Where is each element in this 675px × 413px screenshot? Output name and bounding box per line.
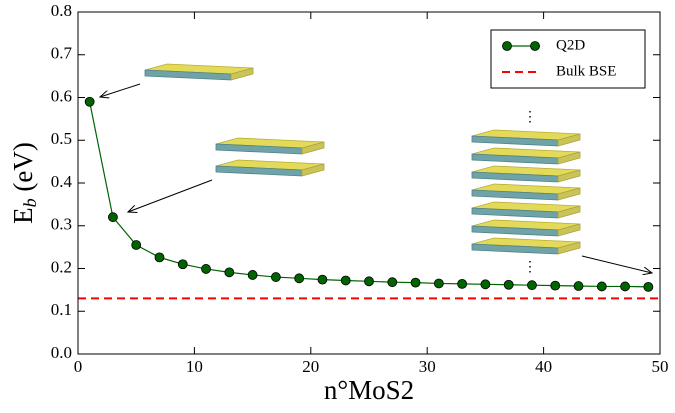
data-point — [108, 212, 118, 223]
annotation-arrow — [581, 255, 652, 273]
data-point — [527, 280, 537, 291]
data-point — [620, 281, 630, 292]
x-tick-label: 0 — [74, 357, 83, 376]
annotation-arrow — [100, 83, 141, 97]
data-point — [387, 277, 398, 288]
data-point — [84, 96, 95, 107]
y-label-sub: b — [20, 198, 40, 207]
x-tick-label: 20 — [302, 357, 319, 376]
data-point — [131, 240, 142, 250]
data-point — [643, 281, 654, 292]
data-point — [480, 279, 491, 290]
data-point — [410, 277, 421, 288]
y-tick-label: 0.8 — [51, 1, 72, 20]
data-point — [340, 275, 351, 286]
y-label-unit: (eV) — [8, 142, 38, 198]
data-point — [224, 267, 235, 278]
monolayer-illustration — [144, 63, 254, 81]
x-tick-label: 10 — [186, 357, 203, 376]
data-point — [457, 278, 468, 289]
y-tick-label: 0.2 — [51, 257, 72, 276]
data-point — [364, 276, 374, 287]
data-point — [247, 270, 258, 280]
y-tick-label: 0.4 — [51, 172, 73, 191]
legend: Q2D Bulk BSE — [490, 29, 646, 89]
y-tick-label: 0.0 — [51, 343, 72, 362]
data-point — [294, 273, 305, 284]
data-point — [270, 272, 281, 282]
x-tick-label: 30 — [419, 357, 436, 376]
y-tick-label: 0.7 — [51, 44, 73, 63]
bilayer-illustration — [215, 137, 325, 177]
data-point — [154, 252, 165, 263]
svg-text:⋮: ⋮ — [523, 110, 537, 125]
x-axis-label: n°MoS2 — [324, 375, 414, 405]
y-tick-label: 0.1 — [51, 300, 72, 319]
data-point — [433, 278, 444, 289]
data-point — [596, 281, 607, 292]
data-point — [317, 274, 328, 285]
legend-label: Bulk BSE — [556, 63, 616, 79]
annotation-arrow — [128, 179, 213, 212]
data-point — [201, 264, 211, 274]
x-tick-label: 40 — [535, 357, 552, 376]
data-point — [503, 279, 514, 290]
svg-text:⋮: ⋮ — [523, 260, 537, 275]
plot-frame — [77, 11, 661, 355]
y-tick-label: 0.5 — [51, 129, 72, 148]
data-point — [177, 259, 188, 270]
y-tick-label: 0.3 — [51, 215, 72, 234]
multilayer-illustration: ⋮ ⋮ — [471, 110, 581, 275]
plot-area: 0 10 20 30 40 50 0.0 0.1 0.2 0.3 0.4 0.5 0.6 0.7 0.8 — [51, 1, 669, 376]
y-label-base: E — [8, 207, 38, 224]
legend-box — [490, 29, 646, 89]
legend-label: Q2D — [556, 37, 585, 53]
data-point — [573, 281, 584, 291]
y-tick-label: 0.6 — [51, 86, 72, 105]
data-point — [550, 280, 561, 291]
legend-marker — [502, 41, 512, 51]
y-axis-label: Eb (eV) — [8, 142, 40, 224]
legend-marker — [530, 41, 540, 51]
x-tick-label: 50 — [652, 357, 669, 376]
